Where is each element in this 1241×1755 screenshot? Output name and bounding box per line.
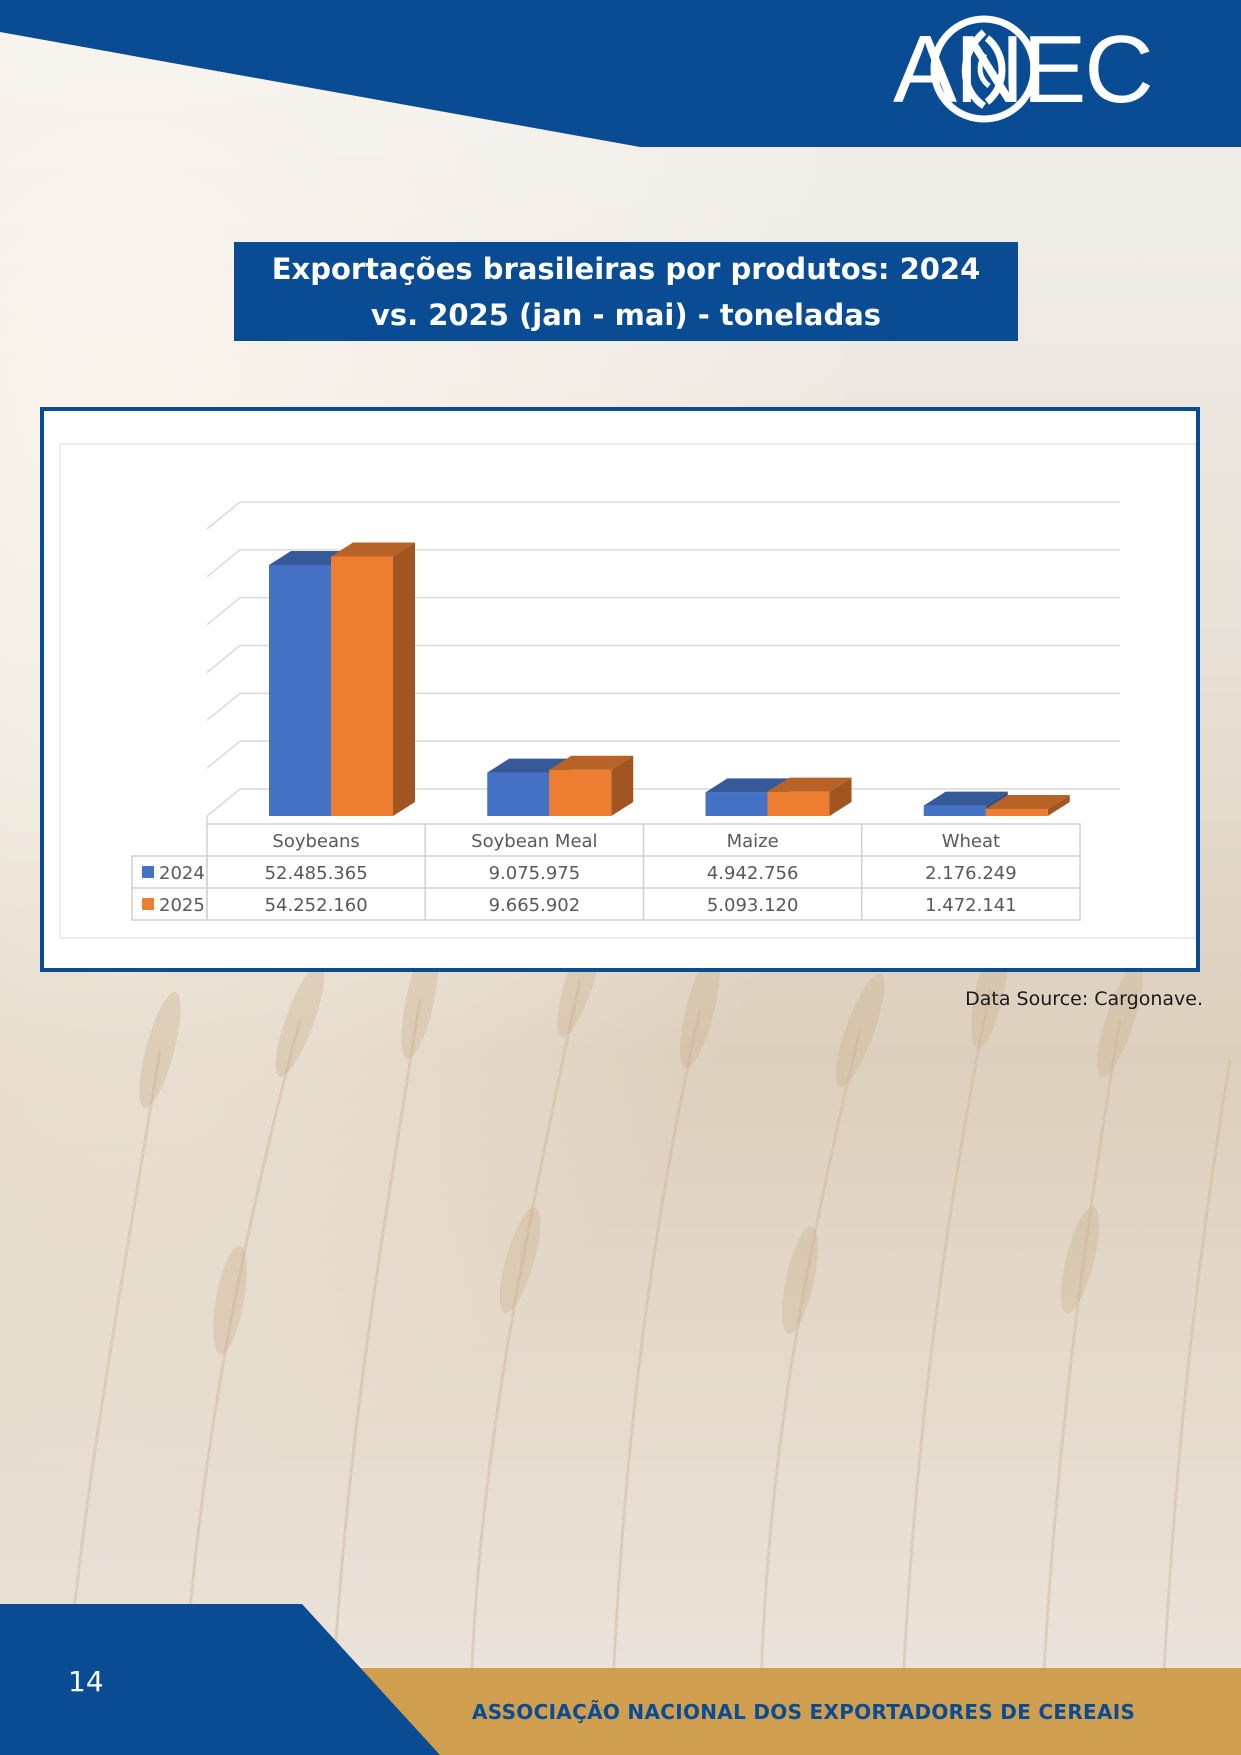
category-label: Wheat (942, 831, 1000, 852)
gridline-side (206, 788, 241, 817)
bar-2025-Maize (767, 791, 830, 816)
bar-chart: Soybeans Soybean Meal Maize Wheat 2024 52.485… (59, 443, 1196, 939)
gridline-side (206, 692, 241, 721)
data-label-2024: 52.485.365 (265, 863, 368, 884)
bar-side-2025-Soybeans (393, 542, 415, 816)
bar-2024-Soybean Meal (487, 772, 550, 816)
legend-swatch-2025 (142, 898, 154, 910)
chart-area-border (59, 443, 1196, 939)
category-label: Soybeans (272, 831, 359, 852)
data-label-2024: 2.176.249 (925, 863, 1017, 884)
page-number: 14 (68, 1665, 104, 1698)
bar-2024-Wheat (923, 805, 986, 816)
chart-frame: Soybeans Soybean Meal Maize Wheat 2024 52.485… (40, 407, 1200, 972)
bar-2025-Soybean Meal (549, 769, 612, 816)
bar-2024-Soybeans (269, 564, 331, 816)
legend-label-2024: 2024 (159, 863, 205, 884)
header-band (0, 0, 1241, 147)
category-label: Soybean Meal (471, 831, 597, 852)
bar-side-2025-Wheat (1047, 794, 1070, 816)
data-label-2025: 1.472.141 (925, 895, 1017, 916)
bar-top-2025-Maize (767, 777, 852, 792)
bar-side-2025-Maize (829, 777, 852, 816)
data-label-2025: 54.252.160 (265, 895, 368, 916)
legend-swatch-2024 (142, 866, 154, 878)
gridline-side (206, 597, 241, 626)
data-label-2024: 9.075.975 (489, 863, 581, 884)
data-label-2024: 4.942.756 (707, 863, 799, 884)
gridline-side (206, 501, 241, 530)
bar-top-2025-Soybean Meal (549, 755, 634, 770)
chart-title: Exportações brasileiras por produtos: 20… (234, 242, 1018, 341)
bar-2025-Wheat (985, 808, 1048, 816)
bar-top-2025-Wheat (985, 794, 1070, 809)
gridline-side (206, 740, 241, 769)
bar-top-2024-Maize (705, 778, 790, 793)
footer-band (0, 1604, 1241, 1755)
bar-2025-Soybeans (331, 556, 393, 816)
gridline-side (206, 644, 241, 674)
organization-name: ASSOCIAÇÃO NACIONAL DOS EXPORTADORES DE … (472, 1700, 1136, 1724)
gridline-side (206, 549, 241, 578)
bar-top-2025-Soybeans (331, 542, 415, 557)
anec-logo-emblem-icon (930, 15, 1038, 123)
bar-2024-Maize (705, 792, 768, 816)
logo-text: ANEC (893, 16, 1154, 123)
bar-top-2024-Wheat (923, 791, 1008, 806)
bar-side-2025-Soybean Meal (611, 755, 634, 816)
data-source-note: Data Source: Cargonave. (965, 988, 1203, 1010)
data-label-2025: 9.665.902 (489, 895, 581, 916)
bar-top-2024-Soybean Meal (487, 758, 572, 773)
data-label-2025: 5.093.120 (707, 895, 799, 916)
category-label: Maize (727, 831, 779, 852)
legend-label-2025: 2025 (159, 895, 205, 916)
